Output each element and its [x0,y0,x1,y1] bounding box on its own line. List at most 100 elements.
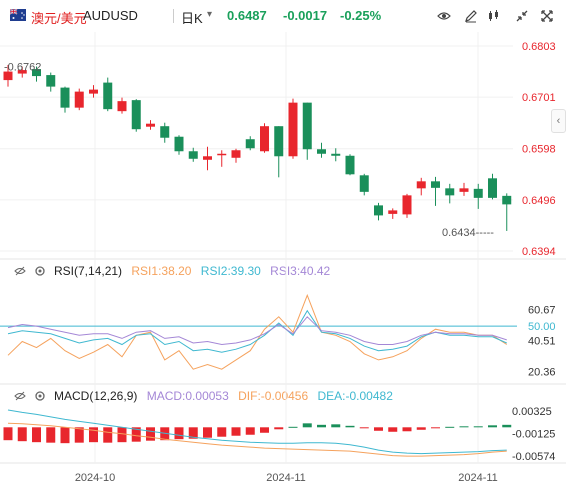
candle-body [488,178,497,198]
rsi-line-3 [7,316,507,346]
collapse-icon[interactable] [515,9,529,23]
pencil-icon[interactable] [464,9,478,23]
candle-body [359,175,369,192]
candle-body [473,188,483,198]
date-axis-tick-label: 2024-11 [266,472,306,484]
settings-gear-icon[interactable] [34,265,46,277]
macd-axis-tick-label: -0.00125 [512,429,555,441]
candle-body [60,87,70,108]
macd-histogram-bar [17,427,27,442]
candle-body [331,153,341,156]
price-change: -0.0017 [283,8,328,23]
candle-body [274,126,284,157]
macd-histogram-bar [431,427,440,429]
period-selector[interactable]: 日K [181,11,203,26]
macd-histogram-bar [245,427,255,435]
candle-body [203,156,212,160]
macd-histogram-bar [74,427,84,443]
macd-histogram-bar [3,427,13,441]
macd-histogram-bar [188,427,198,439]
eye-slash-icon[interactable] [14,390,26,402]
dea-line [7,422,507,457]
candle-body [174,136,184,152]
candle-body [431,181,440,188]
macd-histogram-bar [174,427,184,440]
candle-body [3,71,13,81]
price-axis-tick-label: 0.6701 [522,92,556,104]
macd-histogram-bar [473,426,483,428]
macd-histogram-bar [117,427,127,443]
macd-histogram-bar [445,426,455,428]
candle-body [459,188,469,192]
candle-body [245,139,255,149]
candle-body [46,75,56,87]
macd-histogram-bar [46,427,56,443]
macd-histogram-bar [416,427,426,430]
macd-title: MACD(12,26,9) [54,389,138,403]
dea-legend: DEA:-0.00482 [317,389,393,403]
rsi3-legend: RSI3:40.42 [270,264,331,278]
draw-tools-icon[interactable] [488,9,502,23]
candle-body [146,123,155,127]
symbol-chinese-name: 澳元/美元 [31,11,87,26]
rsi-line-1 [7,293,508,370]
australia-flag-icon [10,9,26,21]
candle-body [288,102,298,157]
dif-legend: DIF:-0.00456 [238,389,309,403]
symbol-code: AUDUSD [83,8,138,23]
rsi1-legend: RSI1:38.20 [131,264,192,278]
chevron-down-icon[interactable]: ▾ [207,9,213,20]
macd-histogram-bar [388,427,398,432]
price-axis-tick-label: 0.6394 [522,246,556,258]
macd-histogram-bar [331,424,341,428]
macd-value-legend: MACD:0.00053 [146,389,229,403]
candle-body [32,69,41,77]
macd-histogram-bar [459,426,469,428]
settings-gear-icon[interactable] [34,390,46,402]
macd-series [3,409,512,457]
last-price: 0.6487 [227,8,267,23]
macd-histogram-bar [502,424,512,428]
candle-body [188,151,198,159]
rsi-axis-tick-label: 40.51 [528,336,556,348]
candle-body [388,210,398,214]
macd-histogram-bar [60,427,70,444]
macd-histogram-bar [317,424,326,428]
price-change-percent: -0.25% [340,8,382,23]
candle-body [131,100,141,130]
side-panel-toggle-chevron-icon[interactable]: ‹ [551,109,566,133]
eye-slash-icon[interactable] [14,265,26,277]
macd-axis-tick-label: 0.00325 [512,406,552,418]
fullscreen-icon[interactable] [540,9,554,23]
macd-histogram-bar [260,427,269,433]
macd-histogram-bar [217,427,227,437]
candle-body [74,91,84,108]
macd-histogram-bar [345,425,355,428]
candle-body [103,82,113,110]
rsi-line-2 [7,309,507,353]
rsi-legend: RSI(7,14,21) RSI1:38.20 RSI2:39.30 RSI3:… [54,264,330,278]
candle-body [260,126,269,152]
candle-body [302,102,312,150]
eye-icon[interactable] [437,9,451,23]
candle-body [117,101,127,112]
macd-histogram-bar [402,427,412,432]
date-axis-tick-label: 2024-10 [75,472,115,484]
candle-body [374,205,383,216]
candle-body [416,181,426,189]
macd-histogram-bar [231,427,241,436]
rsi-title: RSI(7,14,21) [54,264,123,278]
rsi-axis-tick-label: 20.36 [528,367,556,379]
macd-histogram-bar [359,427,369,429]
macd-histogram-bar [288,426,298,428]
header-divider [173,9,174,23]
candle-body [217,153,227,156]
rsi-axis-tick-label: 60.67 [528,305,556,317]
dif-line [7,409,507,455]
candle-body [445,188,455,196]
macd-histogram-bar [374,427,383,431]
price-axis-tick-label: 0.6803 [522,41,556,53]
axes-labels: 0.6803 0.6701 0.6598 0.6496 0.6394 -0.6762 0.6… [4,41,556,484]
